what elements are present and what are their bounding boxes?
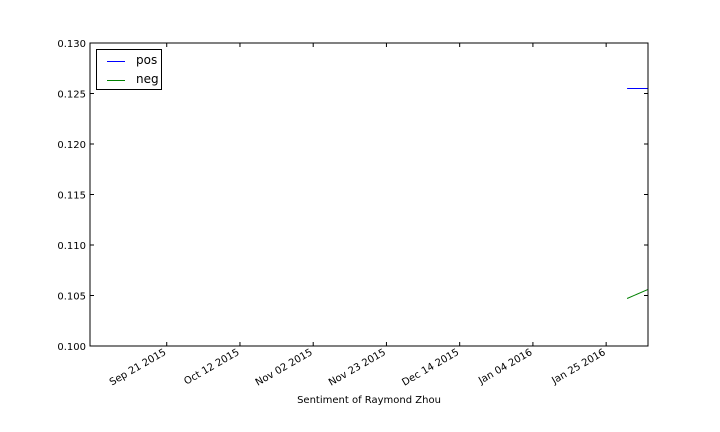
x-tick-label: Oct 12 2015 bbox=[182, 347, 241, 387]
x-tick-label: Dec 14 2015 bbox=[400, 347, 461, 388]
x-tick-label: Nov 02 2015 bbox=[254, 347, 315, 389]
legend-item-neg: neg bbox=[97, 71, 161, 89]
legend-label-neg: neg bbox=[136, 72, 159, 86]
y-tick-label: 0.105 bbox=[57, 292, 86, 303]
legend-swatch-neg bbox=[107, 80, 125, 81]
y-tick-label: 0.130 bbox=[57, 39, 86, 50]
series-line-neg bbox=[626, 288, 649, 299]
x-tick-label: Sep 21 2015 bbox=[108, 347, 168, 388]
plot-frame bbox=[89, 42, 649, 347]
y-tick-label: 0.125 bbox=[57, 90, 86, 101]
series-layer bbox=[626, 88, 649, 299]
legend: pos neg bbox=[96, 49, 162, 90]
y-axis: 0.100 0.105 0.110 0.115 0.120 0.125 0.130 bbox=[57, 39, 648, 353]
y-tick-label: 0.115 bbox=[57, 191, 86, 202]
y-tick-label: 0.110 bbox=[57, 241, 86, 252]
legend-swatch-pos bbox=[107, 61, 125, 62]
x-axis: Sep 21 2015 Oct 12 2015 Nov 02 2015 Nov 23 … bbox=[108, 43, 608, 389]
legend-item-pos: pos bbox=[97, 52, 161, 70]
x-tick-label: Jan 25 2016 bbox=[549, 347, 607, 387]
y-tick-label: 0.120 bbox=[57, 140, 86, 151]
y-tick-label: 0.100 bbox=[57, 342, 86, 353]
legend-label-pos: pos bbox=[136, 53, 158, 67]
x-tick-label: Jan 04 2016 bbox=[476, 347, 534, 387]
x-axis-label: Sentiment of Raymond Zhou bbox=[297, 395, 441, 406]
x-tick-label: Nov 23 2015 bbox=[327, 347, 388, 389]
